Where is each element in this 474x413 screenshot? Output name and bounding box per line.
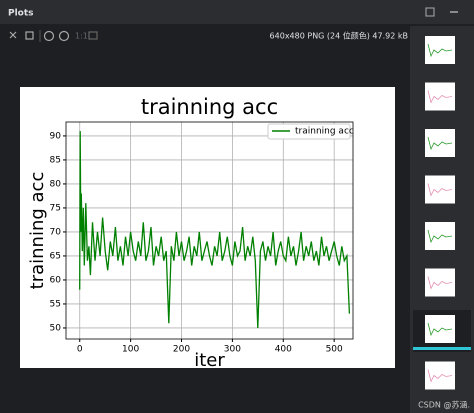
legend-label: trainning acc	[295, 127, 354, 137]
y-tick-label: 65	[50, 251, 61, 261]
x-tick-label: 200	[173, 345, 190, 355]
x-tick-label: 400	[275, 345, 292, 355]
thumbnail-sketch	[427, 43, 453, 58]
x-tick-label: 100	[122, 345, 139, 355]
grid-button[interactable]	[25, 31, 34, 40]
selection-indicator	[413, 347, 471, 350]
thumbnail-sketch	[427, 229, 453, 244]
zoom-label[interactable]: 1:1	[75, 32, 88, 41]
x-axis-label: iter	[194, 350, 225, 371]
fit-button[interactable]	[9, 31, 17, 39]
bg-button[interactable]	[88, 31, 98, 40]
thumbnail-sketch	[427, 276, 453, 290]
y-tick-label: 75	[50, 203, 61, 213]
y-axis-label: trainning acc	[27, 172, 48, 290]
settings-button[interactable]	[425, 7, 435, 17]
y-tick-label: 60	[50, 275, 62, 285]
thumbnail-sketch	[427, 136, 453, 151]
plot-frame	[65, 121, 354, 340]
y-tick-label: 85	[50, 155, 61, 165]
zoom-out-button[interactable]	[58, 30, 70, 42]
zoom-in-button[interactable]	[43, 30, 55, 42]
y-tick-label: 90	[50, 131, 62, 141]
y-tick-label: 70	[50, 227, 62, 237]
x-tick-label: 500	[326, 345, 343, 355]
thumbnail-sketch	[427, 183, 453, 197]
thumbnail-sketch	[427, 90, 453, 104]
x-tick-label: 300	[224, 345, 241, 355]
title-bar	[0, 0, 474, 24]
chart-title: trainning acc	[141, 95, 278, 119]
y-tick-label: 55	[50, 299, 61, 309]
panel-title: Plots	[8, 9, 34, 19]
watermark: CSDN @苏涵.	[418, 400, 470, 410]
thumbnail-sketch	[427, 369, 453, 383]
data-line	[79, 131, 351, 329]
y-tick-label: 50	[50, 323, 62, 333]
x-tick-label: 0	[77, 345, 83, 355]
image-info: 640x480 PNG (24 位颜色) 47.92 kB	[270, 31, 408, 41]
legend-box	[267, 123, 351, 140]
thumbnail-sketch	[427, 322, 453, 337]
y-tick-label: 80	[50, 179, 62, 189]
